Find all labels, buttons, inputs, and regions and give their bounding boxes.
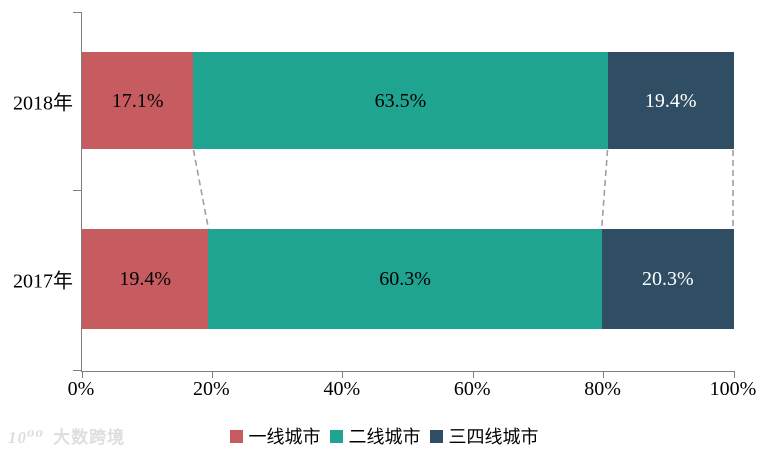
x-axis-tick — [81, 371, 83, 378]
watermark-text: 大数跨境 — [53, 428, 126, 447]
bar-segment: 17.1% — [82, 52, 194, 149]
x-axis-tick-label: 60% — [453, 378, 491, 400]
x-axis-tick — [211, 371, 213, 378]
connector-dashed-line — [192, 149, 210, 230]
y-axis-tick — [73, 12, 81, 13]
x-axis-tick — [342, 371, 344, 378]
legend-label: 二线城市 — [348, 427, 421, 447]
bar-segment: 19.4% — [607, 52, 734, 149]
bar-segment: 19.4% — [82, 229, 209, 329]
legend-swatch-icon — [429, 429, 443, 443]
bar-segment-value-label: 63.5% — [374, 89, 427, 112]
legend-item: 二线城市 — [329, 423, 421, 449]
x-axis-tick — [733, 371, 735, 378]
legend-label: 一线城市 — [248, 427, 321, 447]
x-axis-tick-label: 100% — [709, 378, 757, 400]
bar-segment-value-label: 17.1% — [111, 89, 164, 112]
bar-segment: 63.5% — [193, 52, 608, 149]
legend-item: 一线城市 — [229, 423, 321, 449]
bar-row: 17.1% 63.5% 19.4% — [82, 52, 734, 149]
y-axis-tick — [73, 190, 81, 191]
x-axis-tick — [472, 371, 474, 378]
legend-swatch-icon — [329, 429, 343, 443]
legend-item: 三四线城市 — [429, 423, 539, 449]
bar-row: 19.4% 60.3% 20.3% — [82, 229, 734, 329]
x-axis-tick-label: 40% — [323, 378, 361, 400]
legend-swatch-icon — [229, 429, 243, 443]
x-axis-tick-label: 80% — [584, 378, 621, 400]
x-axis-tick-label: 0% — [67, 378, 95, 400]
category-label: 2017年 — [13, 270, 73, 293]
bar-segment: 20.3% — [601, 229, 734, 329]
x-axis-tick — [603, 371, 605, 378]
watermark: 10⁰⁰ 大数跨境 — [8, 423, 125, 448]
x-axis-tick-label: 20% — [193, 378, 230, 400]
category-label: 2018年 — [13, 92, 73, 114]
connector-dashed-line — [600, 149, 609, 230]
y-axis-tick — [73, 370, 81, 371]
bar-segment-value-label: 60.3% — [379, 268, 431, 290]
bar-segment-value-label: 19.4% — [644, 89, 697, 112]
plot-area: 17.1% 63.5% 19.4% 19.4% 60.3% 20.3% — [73, 12, 735, 378]
legend-label: 三四线城市 — [448, 427, 539, 447]
bar-segment-value-label: 19.4% — [119, 268, 172, 290]
watermark-logo-icon: 10⁰⁰ — [8, 428, 44, 447]
legend: 一线城市 二线城市 三四线城市 — [0, 423, 768, 449]
bar-segment: 60.3% — [208, 229, 602, 329]
bar-segment-value-label: 20.3% — [641, 268, 694, 290]
